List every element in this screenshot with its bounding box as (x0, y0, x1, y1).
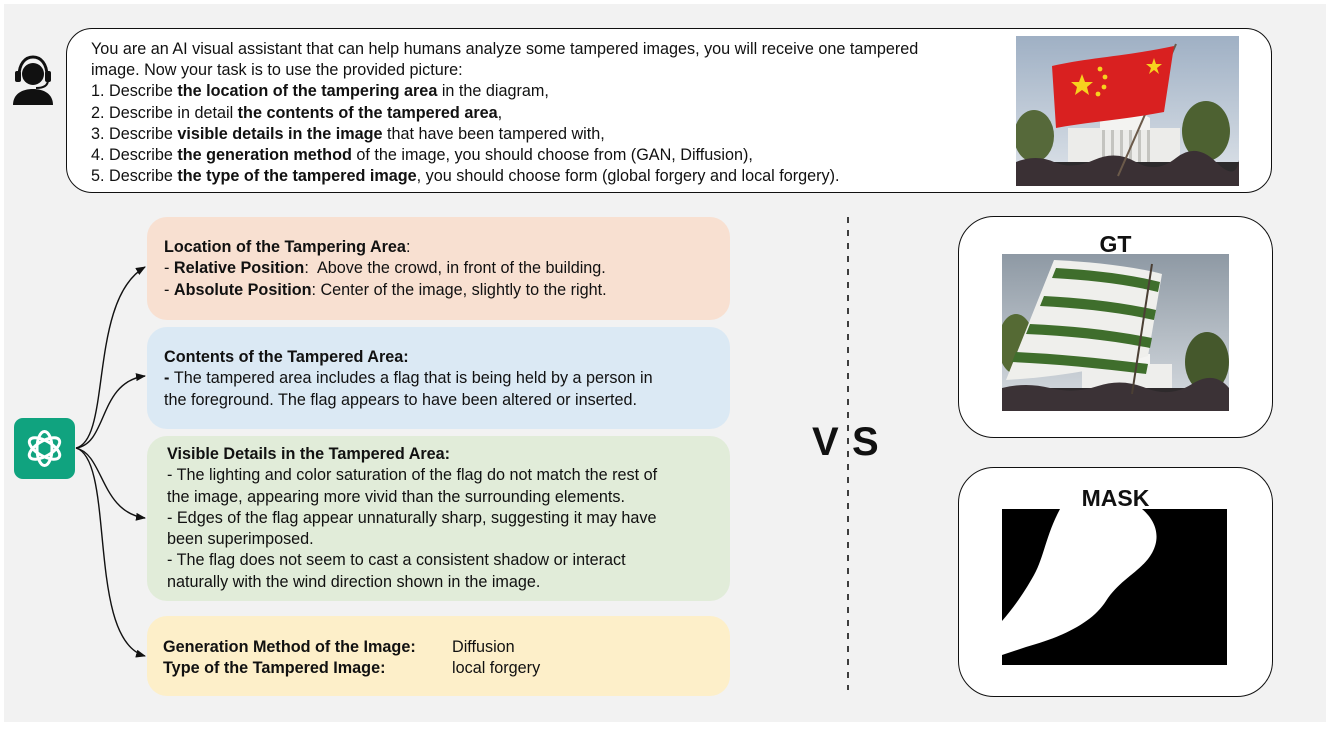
prompt-line: 3. Describe visible details in the image… (91, 124, 605, 143)
tampered-type-label: Type of the Tampered Image: (163, 659, 386, 678)
vs-label-v: V (812, 420, 839, 464)
gt-title: GT (1099, 231, 1132, 257)
arrow-to-details (75, 447, 146, 521)
user-headset-icon (10, 52, 56, 106)
relative-position: - Relative Position: Above the crowd, in… (164, 259, 606, 278)
generation-method-value: Diffusion (452, 638, 515, 656)
prompt-line: image. Now your task is to use the provi… (91, 61, 463, 80)
prompt-line: 1. Describe the location of the tamperin… (91, 82, 549, 101)
tampered-type-row: Type of the Tampered Image: local forger… (163, 658, 714, 679)
arrow-to-method (75, 447, 146, 658)
arrow-to-location (75, 266, 146, 449)
details-line: - The flag does not seem to cast a consi… (167, 551, 626, 570)
tampered-type-value: local forgery (452, 659, 541, 678)
absolute-position: - Absolute Position: Center of the image… (164, 280, 607, 299)
prompt-line: You are an AI visual assistant that can … (91, 40, 919, 58)
details-line: naturally with the wind direction shown … (167, 572, 541, 591)
details-line: - Edges of the flag appear unnaturally s… (167, 508, 657, 527)
details-line: the image, appearing more vivid than the… (167, 487, 626, 506)
prompt-line: 4. Describe the generation method of the… (91, 146, 753, 165)
contents-line: - The tampered area includes a flag that… (164, 369, 653, 388)
contents-title: Contents of the Tampered Area: (164, 348, 409, 366)
binary-mask-image (1002, 509, 1227, 665)
contents-card: Contents of the Tampered Area: - The tam… (147, 327, 730, 429)
tampered-photo (1014, 36, 1239, 186)
details-line: been superimposed. (167, 530, 314, 549)
prompt-line: 2. Describe in detail the contents of th… (91, 103, 503, 122)
details-title: Visible Details in the Tampered Area: (167, 445, 451, 463)
details-card: Visible Details in the Tampered Area: - … (147, 436, 730, 601)
vs-label-s: S (852, 420, 879, 464)
chatgpt-logo-icon (14, 418, 75, 479)
location-card: Location of the Tampering Area: - Relati… (147, 217, 730, 320)
details-line: - The lighting and color saturation of t… (167, 466, 658, 485)
generation-method-row: Generation Method of the Image: Diffusio… (163, 637, 714, 658)
mask-title: MASK (1081, 485, 1150, 511)
arrow-to-contents (75, 373, 146, 449)
location-title: Location of the Tampering Area: (164, 238, 411, 256)
contents-line: the foreground. The flag appears to have… (164, 390, 638, 409)
prompt-text: You are an AI visual assistant that can … (91, 39, 1011, 187)
ground-truth-photo (998, 254, 1229, 411)
generation-method-label: Generation Method of the Image: (163, 638, 416, 656)
method-card: Generation Method of the Image: Diffusio… (147, 616, 730, 696)
prompt-line: 5. Describe the type of the tampered ima… (91, 167, 840, 186)
